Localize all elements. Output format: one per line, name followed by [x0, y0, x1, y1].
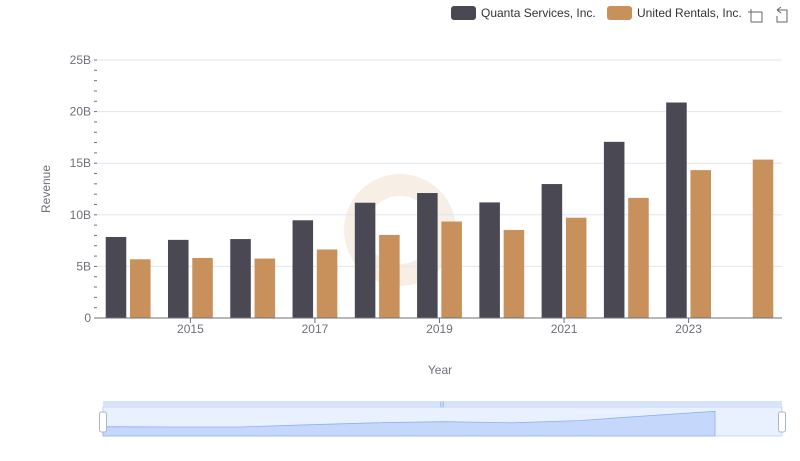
x-tick-label: 2021 — [551, 322, 578, 336]
bar-quanta-2018[interactable] — [354, 202, 376, 318]
x-tick-label: 2015 — [177, 322, 204, 336]
bar-united-rentals-2015[interactable] — [192, 257, 213, 318]
bar-quanta-2021[interactable] — [541, 184, 563, 318]
bar-quanta-2017[interactable] — [292, 220, 314, 318]
bar-united-rentals-2024[interactable] — [752, 159, 774, 318]
bar-quanta-2023[interactable] — [666, 102, 687, 318]
legend[interactable]: Quanta Services, Inc. United Rentals, Inc… — [451, 6, 742, 20]
bar-united-rentals-2017[interactable] — [316, 249, 338, 318]
bar-united-rentals-2020[interactable] — [503, 229, 525, 318]
legend-item-quanta[interactable]: Quanta Services, Inc. — [451, 6, 596, 20]
data-zoom-handle-right[interactable] — [778, 411, 786, 433]
x-tick-label: 2017 — [302, 322, 329, 336]
y-tick-label: 0 — [84, 311, 91, 325]
y-tick-labels: 0 5B 10B 15B 20B 25B — [70, 53, 92, 325]
bar-united-rentals-2016[interactable] — [254, 258, 276, 318]
restore-icon[interactable] — [776, 6, 788, 23]
bar-united-rentals-2021[interactable] — [565, 217, 587, 318]
zoom-icon[interactable] — [748, 9, 763, 23]
y-minor-ticks — [94, 59, 97, 319]
y-tick-label: 20B — [70, 105, 91, 119]
bar-united-rentals-2022[interactable] — [628, 197, 649, 318]
bar-quanta-2014[interactable] — [105, 236, 127, 318]
bar-quanta-2015[interactable] — [167, 239, 189, 318]
bar-united-rentals-2014[interactable] — [130, 259, 151, 318]
x-tick-label: 2023 — [675, 322, 702, 336]
toolbox[interactable] — [748, 6, 788, 23]
legend-label: United Rentals, Inc. — [637, 6, 742, 20]
bar-united-rentals-2023[interactable] — [690, 170, 712, 318]
data-zoom-handle-left[interactable] — [99, 411, 107, 433]
bar-united-rentals-2019[interactable] — [441, 221, 462, 318]
y-tick-label: 5B — [76, 259, 91, 273]
legend-item-united-rentals[interactable]: United Rentals, Inc. — [607, 6, 742, 20]
legend-label: Quanta Services, Inc. — [481, 6, 596, 20]
y-tick-label: 15B — [70, 156, 91, 170]
x-tick-labels: 2015 2017 2019 2021 2023 — [177, 318, 702, 336]
bar-united-rentals-2018[interactable] — [379, 234, 400, 318]
data-zoom-slider[interactable]: ||| — [99, 401, 786, 437]
x-axis-title: Year — [428, 363, 452, 377]
data-zoom-selected-range[interactable] — [103, 407, 782, 436]
legend-swatch — [607, 6, 632, 20]
legend-swatch — [451, 6, 476, 20]
x-tick-label: 2019 — [426, 322, 453, 336]
data-zoom-preview — [102, 410, 716, 437]
bars — [105, 102, 774, 318]
y-tick-label: 25B — [70, 53, 91, 67]
bar-quanta-2019[interactable] — [417, 193, 438, 318]
bar-quanta-2020[interactable] — [479, 202, 500, 318]
y-tick-label: 10B — [70, 208, 91, 222]
data-zoom-top-bar[interactable] — [103, 401, 782, 407]
y-axis-title: Revenue — [39, 165, 53, 213]
data-zoom-grip: ||| — [440, 402, 445, 408]
bar-quanta-2016[interactable] — [230, 239, 251, 318]
bar-quanta-2022[interactable] — [603, 141, 625, 318]
